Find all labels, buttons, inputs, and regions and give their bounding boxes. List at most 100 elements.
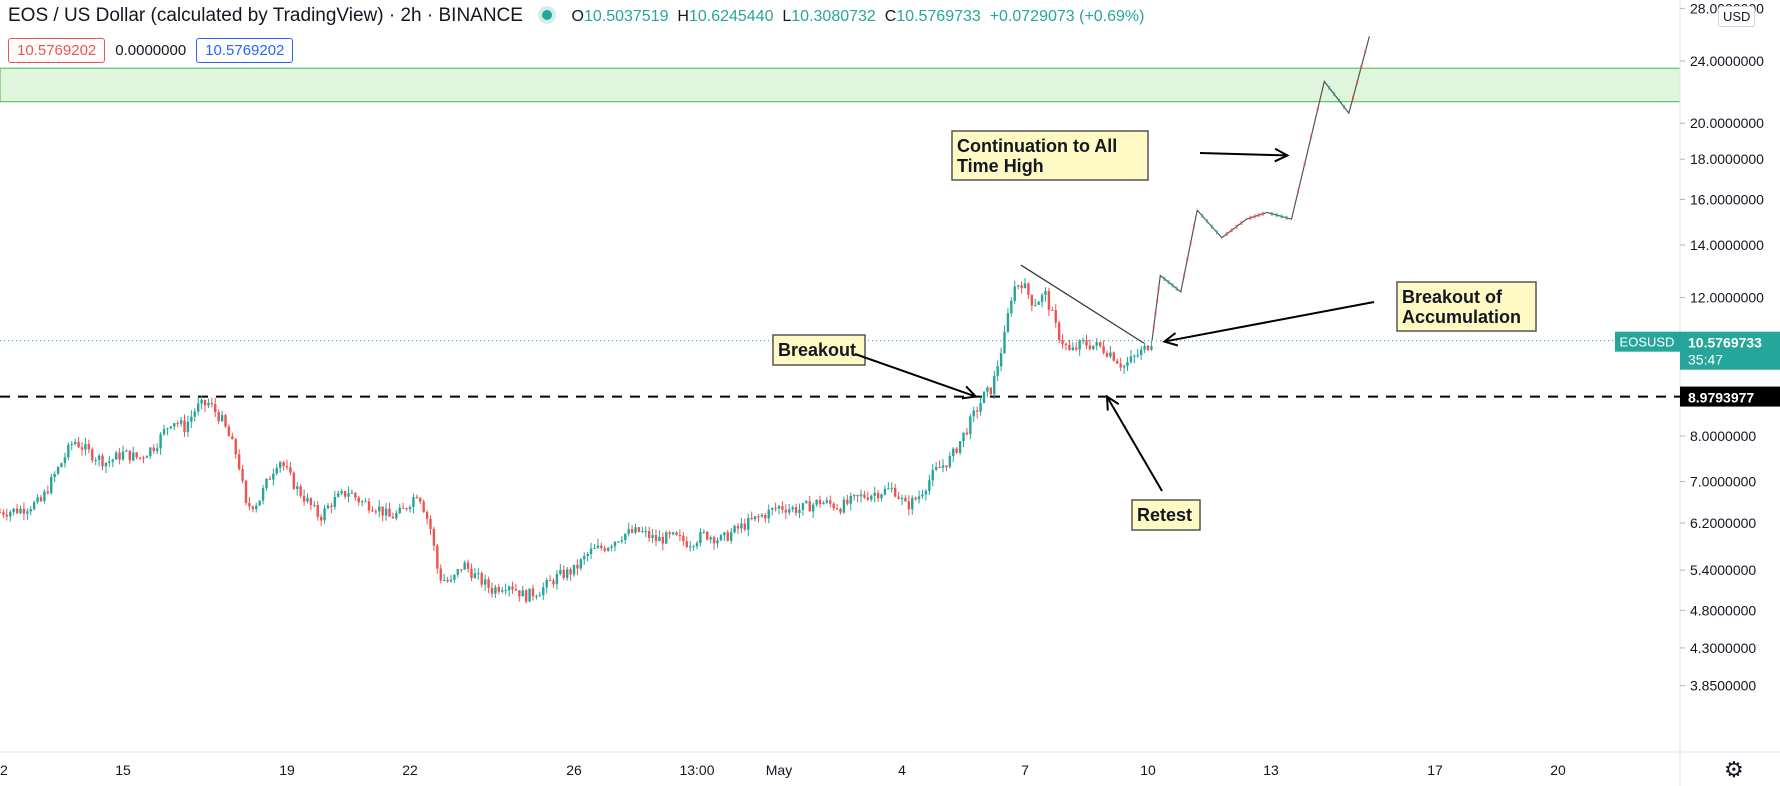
candle-body (173, 423, 176, 427)
projection-tick (1163, 276, 1166, 281)
candle-body (589, 548, 593, 554)
candle-body (528, 588, 531, 602)
projection-tick (1303, 162, 1306, 167)
candle-body (610, 546, 613, 548)
candle-body (719, 535, 723, 541)
candle-body (0, 512, 2, 514)
y-tick-label: 12.0000000 (1690, 290, 1764, 306)
candle-body (606, 547, 610, 551)
candle-body (347, 493, 350, 497)
note-box (951, 130, 1149, 181)
candle-body (928, 480, 931, 491)
projection-tick (1157, 286, 1160, 291)
candle-body (849, 495, 852, 504)
candle-body (67, 444, 70, 458)
candle-body (1146, 345, 1150, 350)
currency-button[interactable]: USD (1718, 6, 1756, 27)
candle-body (893, 487, 897, 497)
candle-body (1098, 342, 1102, 347)
candle-body (19, 508, 22, 514)
x-tick-label: 15 (115, 762, 131, 778)
candle-body (624, 533, 627, 541)
candle-body (1081, 340, 1085, 342)
candle-body (326, 505, 330, 509)
candle-body (545, 579, 548, 588)
projection-tick (1186, 257, 1189, 262)
candle-body (671, 532, 675, 535)
candle-body (60, 463, 63, 467)
candle-body (371, 510, 374, 512)
note-text: Breakout (778, 340, 856, 360)
last-price-bg (1680, 331, 1780, 370)
candle-body (333, 496, 337, 507)
candle-body (395, 512, 398, 519)
x-tick-label: 20 (1550, 762, 1566, 778)
candle-body (265, 478, 268, 489)
change-value: +0.0729073 (+0.69%) (989, 8, 1145, 25)
candle-body (22, 508, 26, 514)
projection-tick (1225, 232, 1228, 237)
note-box (1131, 499, 1201, 531)
candle-body (911, 497, 914, 510)
candle-body (227, 426, 231, 437)
note-text: Continuation to All (957, 136, 1117, 156)
candle-body (453, 574, 456, 580)
symbol-title[interactable]: EOS / US Dollar (calculated by TradingVi… (8, 5, 523, 26)
buy-price-button[interactable]: 10.5769202 (196, 38, 294, 63)
candle-body (442, 579, 446, 581)
candle-body (688, 546, 692, 548)
candle-body (309, 498, 313, 505)
candle-body (460, 569, 463, 571)
x-tick-label: 10 (1140, 762, 1156, 778)
candle-body (258, 500, 261, 506)
note-arrow (1106, 396, 1163, 492)
low-value: 10.3080732 (791, 8, 876, 25)
candle-body (972, 410, 975, 417)
candle-body (231, 436, 234, 440)
candle-body (890, 487, 893, 489)
candle-body (723, 532, 726, 536)
gear-icon[interactable]: ⚙ (1724, 757, 1744, 782)
candle-body (497, 587, 501, 592)
projection-tick (1249, 215, 1252, 220)
candle-body (1136, 355, 1139, 357)
candle-body (1003, 331, 1006, 354)
support-price-tag: 8.9793977 (1680, 386, 1780, 407)
candle-body (39, 497, 43, 502)
candle-body (360, 501, 364, 503)
candle-body (1071, 347, 1075, 351)
projection-tick (1310, 134, 1313, 139)
projection-tick (1240, 220, 1243, 225)
candle-body (531, 588, 535, 597)
candle-body (73, 441, 77, 444)
candle-body (190, 416, 193, 422)
note-text: Retest (1137, 505, 1192, 525)
sell-price-button[interactable]: 10.5769202 (8, 38, 106, 63)
candle-body (91, 449, 94, 461)
candle-body (907, 501, 911, 510)
projection-tick (1206, 219, 1209, 224)
candle-body (244, 480, 248, 503)
candle-body (934, 467, 938, 470)
note-box (1396, 281, 1537, 332)
candle-body (429, 518, 432, 530)
candle-body (456, 569, 460, 575)
candle-body (555, 574, 559, 585)
arrow-head (1105, 394, 1120, 411)
projection-tick (1183, 273, 1186, 278)
candle-body (1119, 363, 1122, 368)
projection-tick (1235, 224, 1238, 229)
candle-body (569, 569, 572, 575)
candle-body (425, 512, 429, 519)
candle-body (685, 541, 688, 547)
x-tick-label: 19 (279, 762, 295, 778)
chart-header: EOS / US Dollar (calculated by TradingVi… (8, 5, 1144, 27)
candle-body (53, 473, 56, 478)
candle-body (224, 415, 227, 427)
candle-body (159, 434, 162, 449)
candle-body (917, 496, 921, 500)
candle-body (760, 514, 764, 517)
candle-body (1133, 355, 1136, 357)
